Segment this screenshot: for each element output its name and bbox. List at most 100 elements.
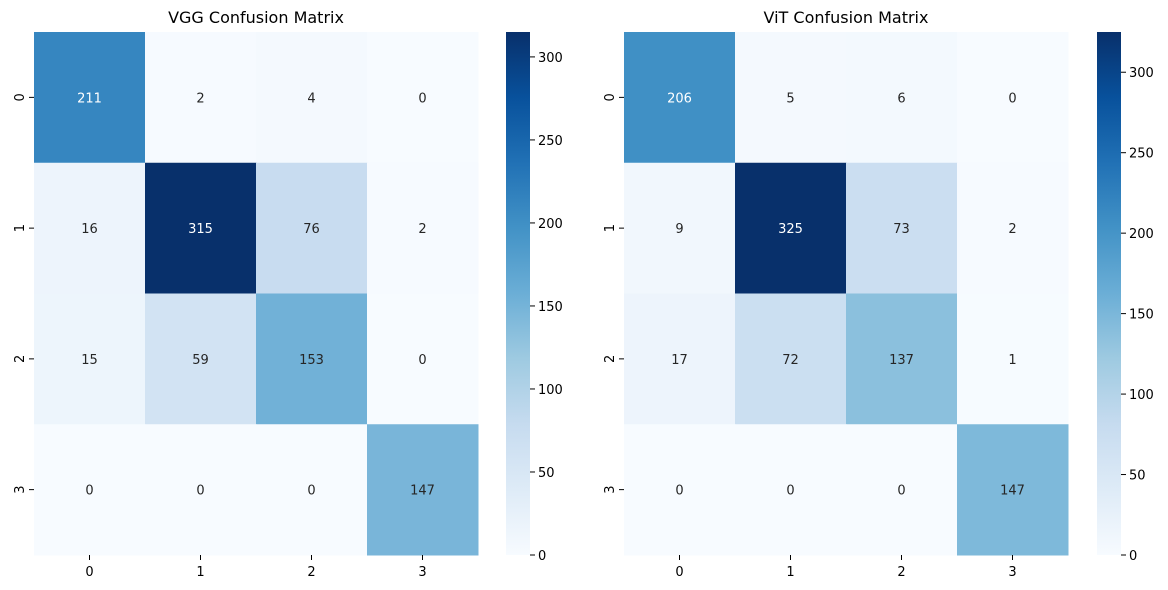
y-tick-label: 2: [13, 355, 28, 363]
heatmap-cell: [34, 32, 146, 164]
colorbar-tick-label: 100: [1129, 388, 1154, 403]
y-tick-label: 0: [13, 93, 28, 101]
cell-value-label: 5: [786, 91, 794, 106]
heatmap-cell: [624, 162, 736, 294]
colorbar: [1097, 32, 1121, 555]
cell-value-label: 4: [307, 91, 315, 106]
heatmap-cell: [846, 32, 958, 164]
heatmap-cell: [256, 293, 368, 425]
heatmap-cell: [624, 293, 736, 425]
cell-value-label: 315: [188, 222, 213, 237]
y-tick-label: 1: [13, 224, 28, 232]
heatmap-cell: [846, 424, 958, 556]
colorbar-tick-label: 250: [538, 134, 563, 149]
cell-value-label: 17: [671, 353, 688, 368]
cell-value-label: 0: [418, 91, 426, 106]
y-tick-label: 0: [603, 93, 618, 101]
cell-value-label: 2: [418, 222, 426, 237]
cell-value-label: 325: [778, 222, 803, 237]
colorbar-tick-label: 200: [538, 217, 563, 232]
cell-value-label: 16: [81, 222, 98, 237]
cell-value-label: 2: [196, 91, 204, 106]
x-tick-label: 0: [85, 565, 93, 580]
heatmap-cell: [957, 424, 1069, 556]
x-tick-label: 3: [1008, 565, 1016, 580]
cell-value-label: 147: [410, 484, 435, 499]
y-tick-label: 3: [13, 485, 28, 493]
heatmap-cell: [957, 293, 1069, 425]
heatmap-cell: [624, 32, 736, 164]
heatmap-cell: [145, 424, 257, 556]
cell-value-label: 0: [786, 484, 794, 499]
cell-value-label: 72: [782, 353, 799, 368]
heatmap-cell: [145, 32, 257, 164]
cell-value-label: 0: [418, 353, 426, 368]
y-tick-label: 2: [603, 355, 618, 363]
heatmap-cell: [34, 424, 146, 556]
cell-value-label: 0: [897, 484, 905, 499]
heatmap-cell: [256, 424, 368, 556]
cell-value-label: 153: [299, 353, 324, 368]
cell-value-label: 59: [192, 353, 209, 368]
chart-title: VGG Confusion Matrix: [168, 8, 344, 27]
heatmap-cell: [846, 293, 958, 425]
cell-value-label: 0: [675, 484, 683, 499]
cell-value-label: 15: [81, 353, 98, 368]
heatmap-cell: [735, 162, 847, 294]
heatmap-cell: [735, 293, 847, 425]
heatmap-cell: [846, 162, 958, 294]
colorbar: [506, 32, 530, 555]
cell-value-label: 0: [85, 484, 93, 499]
cell-value-label: 76: [303, 222, 320, 237]
heatmap-cell: [145, 293, 257, 425]
cell-value-label: 137: [889, 353, 914, 368]
colorbar-tick-label: 150: [538, 300, 563, 315]
colorbar-tick-label: 0: [1129, 549, 1137, 564]
heatmap-cell: [957, 162, 1069, 294]
heatmap-cell: [256, 162, 368, 294]
heatmap-cell: [367, 424, 479, 556]
heatmap-cell: [256, 32, 368, 164]
colorbar-tick-label: 0: [538, 549, 546, 564]
x-tick-label: 0: [675, 565, 683, 580]
cell-value-label: 0: [307, 484, 315, 499]
heatmap-cell: [735, 424, 847, 556]
cell-value-label: 6: [897, 91, 905, 106]
heatmap-cell: [367, 32, 479, 164]
chart-title: ViT Confusion Matrix: [764, 8, 929, 27]
cell-value-label: 73: [893, 222, 910, 237]
heatmap-cell: [367, 293, 479, 425]
y-tick-label: 1: [603, 224, 618, 232]
colorbar-tick-label: 300: [1129, 66, 1154, 81]
cell-value-label: 0: [196, 484, 204, 499]
x-tick-label: 1: [196, 565, 204, 580]
x-tick-label: 2: [897, 565, 905, 580]
cell-value-label: 2: [1008, 222, 1016, 237]
x-tick-label: 1: [786, 565, 794, 580]
heatmap-cell: [145, 162, 257, 294]
colorbar-tick-label: 200: [1129, 227, 1154, 242]
colorbar-tick-label: 50: [538, 466, 555, 481]
cell-value-label: 1: [1008, 353, 1016, 368]
heatmap-cell: [957, 32, 1069, 164]
colorbar-tick-label: 300: [538, 51, 563, 66]
x-tick-label: 2: [307, 565, 315, 580]
colorbar-tick-label: 150: [1129, 308, 1154, 323]
x-tick-label: 3: [418, 565, 426, 580]
heatmap-cell: [34, 162, 146, 294]
heatmap-cell: [735, 32, 847, 164]
heatmap-cell: [624, 424, 736, 556]
y-tick-label: 3: [603, 485, 618, 493]
heatmap-cell: [34, 293, 146, 425]
cell-value-label: 0: [1008, 91, 1016, 106]
cell-value-label: 147: [1000, 484, 1025, 499]
cell-value-label: 9: [675, 222, 683, 237]
colorbar-tick-label: 250: [1129, 147, 1154, 162]
heatmap-cell: [367, 162, 479, 294]
colorbar-tick-label: 50: [1129, 469, 1146, 484]
colorbar-tick-label: 100: [538, 383, 563, 398]
cell-value-label: 211: [77, 91, 102, 106]
cell-value-label: 206: [667, 91, 692, 106]
